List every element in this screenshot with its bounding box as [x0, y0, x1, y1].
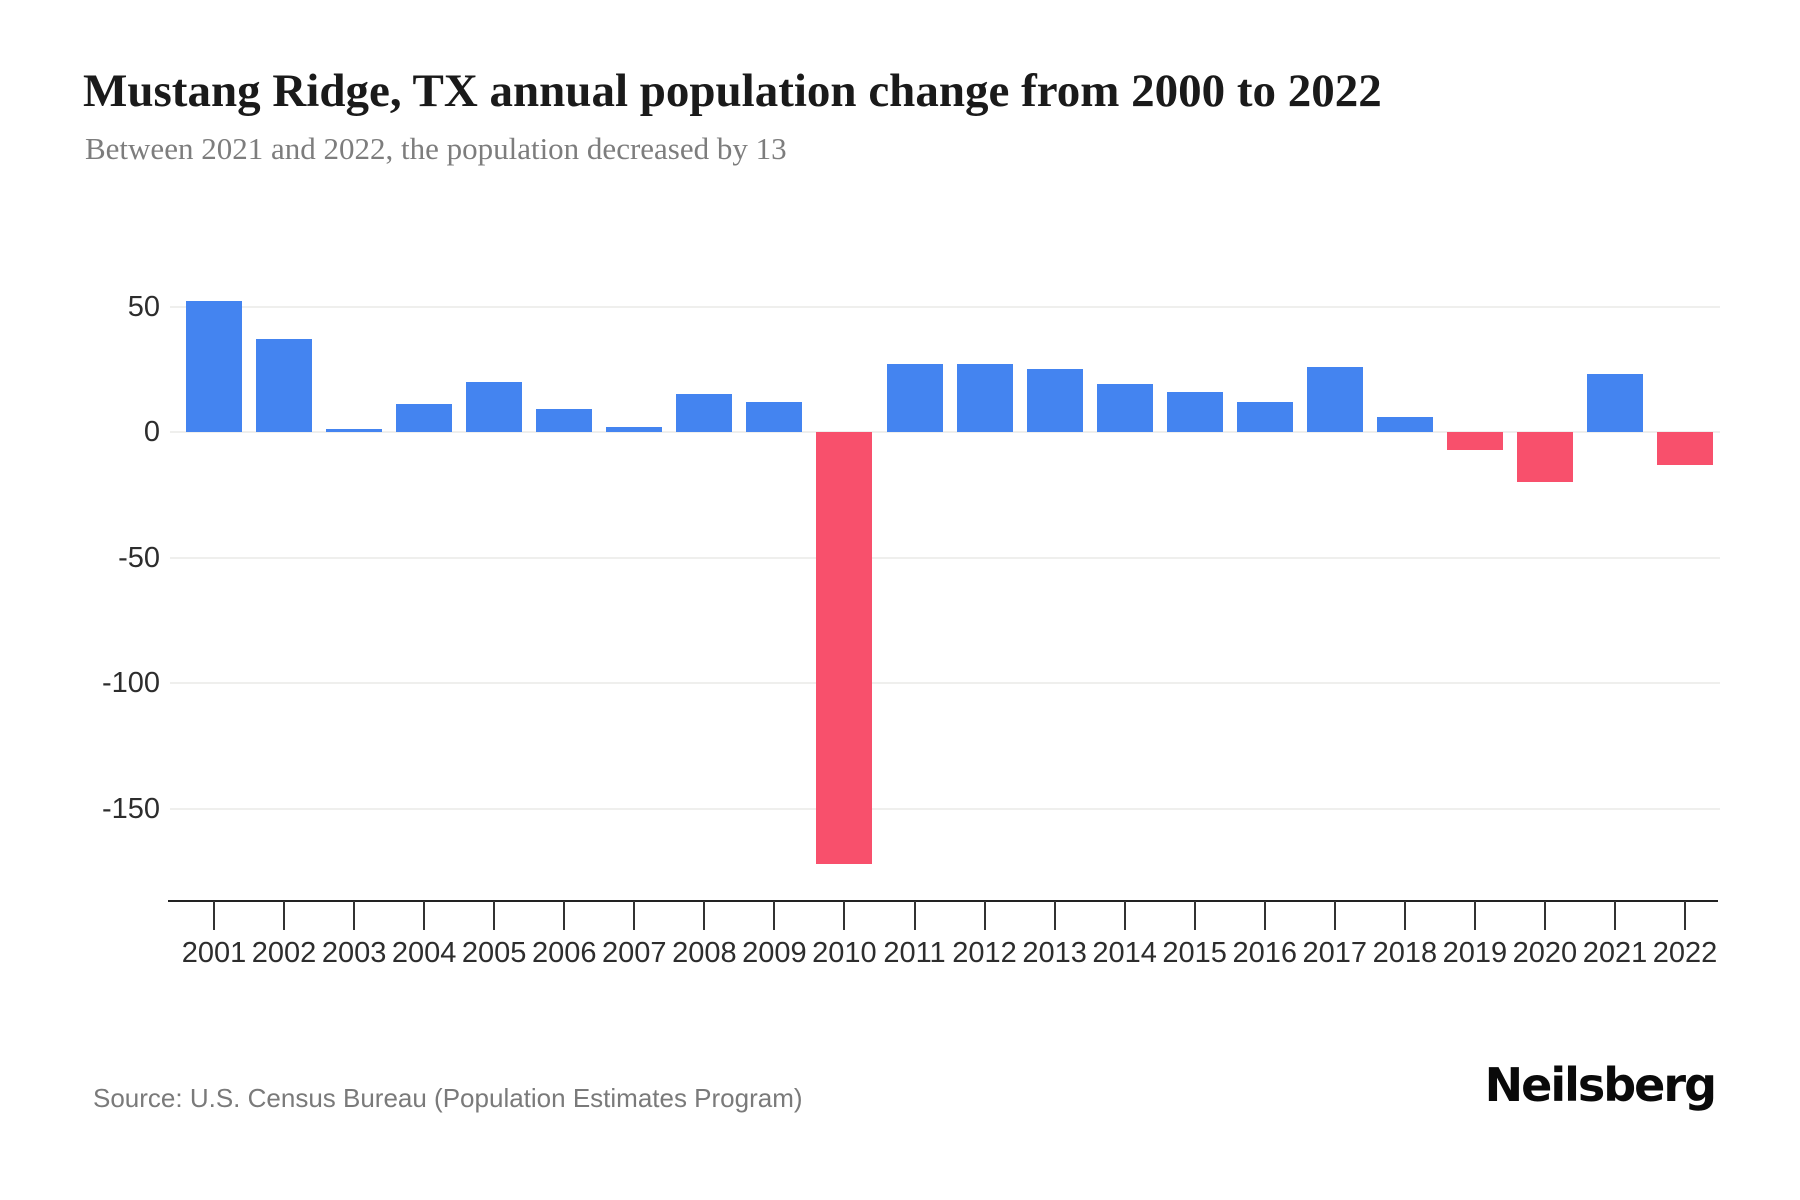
x-axis-tick-2008 [703, 901, 706, 930]
bar-2003[interactable] [326, 429, 383, 432]
x-axis-tick-2016 [1263, 901, 1266, 930]
y-axis-label-50: 50 [127, 290, 160, 323]
x-axis-tick-2020 [1543, 901, 1546, 930]
bar-2005[interactable] [466, 381, 523, 432]
x-axis-label-2004: 2004 [391, 937, 457, 969]
bar-2021[interactable] [1587, 374, 1643, 432]
x-axis-tick-2012 [983, 901, 986, 930]
x-axis-tick-2022 [1684, 901, 1687, 930]
bar-2007[interactable] [606, 426, 663, 432]
bar-2006[interactable] [536, 409, 593, 432]
x-axis-label-2021: 2021 [1582, 937, 1648, 969]
x-axis-label-2019: 2019 [1442, 937, 1508, 969]
y-axis-label--50: -50 [118, 541, 160, 574]
gridline-y-0 [170, 431, 1720, 433]
x-axis-label-2006: 2006 [531, 937, 597, 969]
x-axis-label-2015: 2015 [1162, 937, 1227, 969]
x-axis-tick-2011 [913, 901, 916, 930]
x-axis-label-2008: 2008 [672, 937, 737, 969]
x-axis-label-2017: 2017 [1302, 937, 1368, 969]
x-axis-tick-2013 [1053, 901, 1056, 930]
x-axis-label-2010: 2010 [812, 937, 877, 969]
x-axis-label-2002: 2002 [251, 937, 317, 969]
bar-2020[interactable] [1516, 432, 1573, 483]
bar-2013[interactable] [1026, 369, 1083, 432]
bar-2010[interactable] [816, 432, 873, 864]
bar-2008[interactable] [676, 394, 733, 432]
gridline-y--150 [170, 807, 1720, 810]
x-axis-label-2020: 2020 [1512, 937, 1578, 969]
x-axis-tick-2014 [1123, 901, 1126, 930]
bar-2004[interactable] [396, 404, 453, 432]
gridline-y--50 [170, 556, 1720, 559]
x-axis-label-2014: 2014 [1092, 937, 1157, 969]
x-axis-tick-2001 [213, 901, 215, 930]
x-axis-tick-2018 [1403, 901, 1406, 930]
bar-2012[interactable] [956, 364, 1013, 432]
bar-2009[interactable] [746, 401, 803, 432]
bar-2016[interactable] [1236, 401, 1293, 432]
bar-2018[interactable] [1376, 416, 1433, 432]
x-axis-label-2009: 2009 [742, 937, 807, 969]
y-axis-label--100: -100 [101, 667, 160, 699]
x-axis-tick-2004 [423, 901, 426, 930]
x-axis-tick-2015 [1193, 901, 1196, 930]
y-axis-label--150: -150 [101, 792, 160, 825]
x-axis-label-2011: 2011 [883, 937, 946, 969]
x-axis-label-2013: 2013 [1022, 937, 1087, 969]
source-note: Source: U.S. Census Bureau (Population E… [93, 1083, 803, 1113]
x-axis-tick-2010 [843, 901, 846, 930]
x-axis-tick-2021 [1614, 901, 1616, 930]
gridline-y--100 [170, 682, 1720, 684]
x-axis-tick-2017 [1333, 901, 1336, 930]
x-axis-tick-2003 [353, 901, 356, 930]
x-axis-label-2022: 2022 [1652, 937, 1718, 969]
x-axis-tick-2002 [283, 901, 286, 930]
bar-2001[interactable] [186, 301, 242, 432]
gridline-y-50 [170, 305, 1720, 308]
chart-subtitle: Between 2021 and 2022, the population de… [85, 131, 787, 166]
bar-2017[interactable] [1306, 366, 1363, 432]
bar-2002[interactable] [256, 339, 313, 432]
x-axis-label-2016: 2016 [1232, 937, 1297, 969]
chart-title: Mustang Ridge, TX annual population chan… [83, 65, 1382, 117]
x-axis-tick-2009 [773, 901, 776, 930]
y-axis-label-0: 0 [143, 416, 160, 448]
x-axis-line [168, 900, 1718, 902]
bar-2011[interactable] [886, 364, 943, 432]
bar-2014[interactable] [1096, 384, 1153, 432]
x-axis-tick-2019 [1473, 901, 1476, 930]
x-axis-label-2003: 2003 [321, 937, 387, 969]
bar-2015[interactable] [1166, 391, 1223, 432]
x-axis-tick-2007 [633, 901, 636, 930]
brand-logo: Neilsberg [1484, 1058, 1717, 1112]
bar-2019[interactable] [1446, 432, 1503, 450]
x-axis-label-2005: 2005 [461, 937, 527, 969]
x-axis-tick-2006 [563, 901, 566, 930]
x-axis-label-2007: 2007 [602, 937, 667, 969]
x-axis-label-2001: 2001 [181, 937, 247, 969]
x-axis-label-2018: 2018 [1372, 937, 1438, 969]
x-axis-label-2012: 2012 [952, 937, 1017, 969]
bar-2022[interactable] [1657, 432, 1714, 465]
x-axis-tick-2005 [493, 901, 496, 930]
